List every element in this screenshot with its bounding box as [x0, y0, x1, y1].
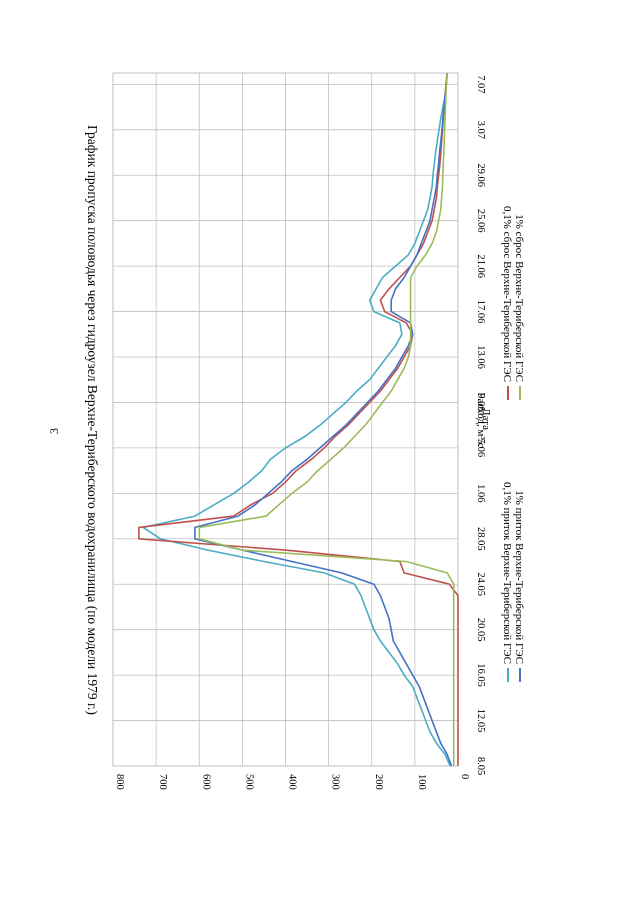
x-tick-label: 24.05	[475, 572, 486, 596]
x-axis-label: Дата	[480, 408, 492, 430]
series-lines	[138, 72, 459, 767]
x-tick-label: 7.07	[475, 75, 486, 93]
x-tick-label: 20.05	[475, 618, 486, 642]
x-tick-label: 28.05	[475, 527, 486, 551]
y-tick-label: 200	[373, 774, 384, 790]
legend-label: 1% приток Верхне-Териберской ГЭС	[513, 490, 525, 664]
x-tick-label: 25.06	[475, 209, 486, 233]
series-line-2	[138, 72, 459, 766]
y-tick-label: 0	[459, 774, 470, 779]
y-tick-label: 600	[200, 774, 211, 790]
y-tick-label: 500	[243, 774, 254, 790]
x-tick-label: 9.06	[475, 393, 486, 411]
series-line-4	[198, 72, 455, 766]
y-tick-label: 300	[330, 774, 341, 790]
x-tick-label: 21.06	[475, 254, 486, 278]
y-tick-label: 100	[416, 774, 427, 790]
x-tick-label: 13.06	[475, 345, 486, 369]
y-tick-label: 800	[114, 774, 125, 790]
x-tick-label: 1.06	[475, 484, 486, 502]
x-tick-label: 8.05	[475, 757, 486, 775]
x-tick-labels: 8.05 12.05 16.05 20.05 24.05 28.05 1.06 5.06 9.0…	[475, 75, 486, 775]
legend-label: 0,1% приток Верхне-Териберской ГЭС	[501, 482, 513, 664]
y-tick-label: 700	[157, 774, 168, 790]
legend-label: 1% сброс Верхне-Териберской ГЭС	[513, 214, 525, 382]
x-tick-label: 29.06	[475, 163, 486, 187]
series-line-3	[194, 72, 453, 767]
y-tick-labels: 0 100 200 300 400 500 600 700 800	[114, 774, 470, 790]
y-tick-label: 400	[287, 774, 298, 790]
x-tick-label: 5.06	[475, 439, 486, 457]
series-line-1	[142, 72, 451, 767]
legend: 0,1% приток Верхне-Териберской ГЭС 1% при…	[501, 206, 525, 682]
chart-title: График пропуска половодья через гидроузе…	[85, 125, 100, 715]
x-tick-label: 3.07	[475, 121, 486, 139]
y-axis-label: Расход, м³/с	[475, 392, 487, 447]
x-tick-label: 12.05	[475, 709, 486, 733]
x-tick-label: 16.05	[475, 663, 486, 687]
legend-label: 0,1% сброс Верхне-Териберской ГЭС	[501, 206, 513, 382]
x-tick-label: 17.06	[475, 300, 486, 324]
